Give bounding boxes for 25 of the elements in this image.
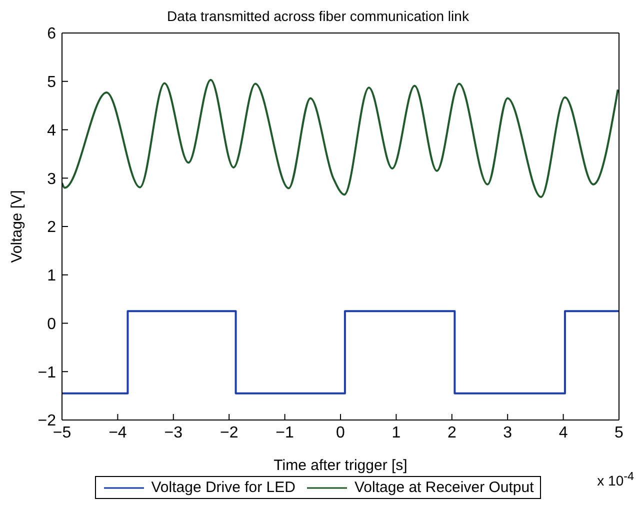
x-tick-label: −1 <box>276 424 294 442</box>
x-tick-label: −4 <box>108 424 127 442</box>
x-tick-label: 4 <box>558 424 568 442</box>
y-tick-label: −1 <box>38 364 56 382</box>
y-tick-label: 1 <box>47 268 56 285</box>
x-tick-label: −3 <box>164 424 183 442</box>
x-tick-label: 0 <box>336 424 346 442</box>
y-tick-label: 4 <box>47 122 56 140</box>
x-tick-label: 1 <box>392 424 401 442</box>
y-tick-label: 6 <box>47 26 56 43</box>
x-axis-title: Time after trigger [s] <box>274 457 408 474</box>
x-tick-label: 2 <box>447 424 456 442</box>
chart-title: Data transmitted across fiber communication link <box>166 8 470 26</box>
legend-label: Voltage Drive for LED <box>150 479 296 496</box>
x-tick-label: 3 <box>503 424 512 442</box>
x-tick-label: 5 <box>614 424 624 442</box>
x-tick-label: −2 <box>220 424 238 442</box>
y-tick-label: 2 <box>47 219 56 236</box>
line-series <box>62 78 619 198</box>
y-axis-title: Voltage [V] <box>8 190 26 263</box>
y-tick-label: 0 <box>47 316 56 333</box>
y-tick-label: 3 <box>47 170 56 188</box>
legend-label: Voltage at Receiver Output <box>353 479 534 496</box>
y-tick-label: 5 <box>47 74 56 92</box>
text: x 10$^{-4}$ <box>597 470 634 489</box>
